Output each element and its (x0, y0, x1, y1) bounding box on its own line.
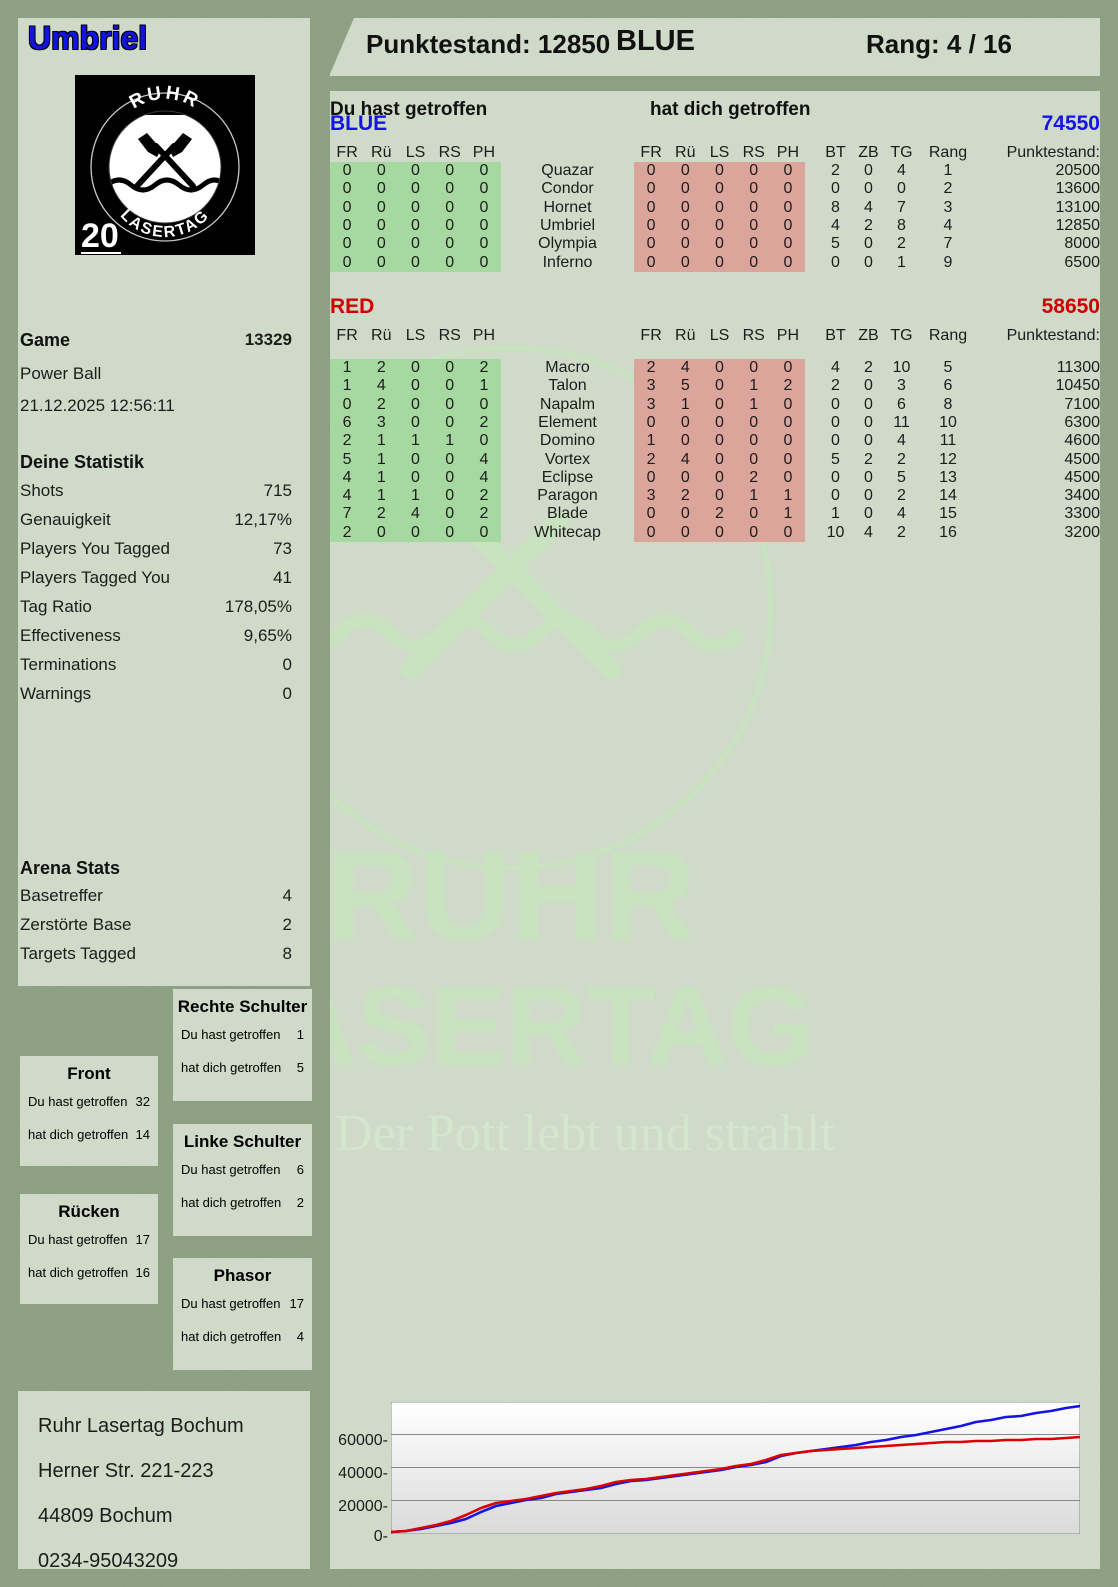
svg-text:RUHR: RUHR (126, 83, 204, 114)
svg-text:20: 20 (81, 217, 119, 255)
svg-text:LASERTAG: LASERTAG (330, 964, 815, 1089)
svg-text:Der Pott lebt und strahlt: Der Pott lebt und strahlt (335, 1105, 835, 1162)
svg-text:RUHR: RUHR (330, 825, 696, 968)
